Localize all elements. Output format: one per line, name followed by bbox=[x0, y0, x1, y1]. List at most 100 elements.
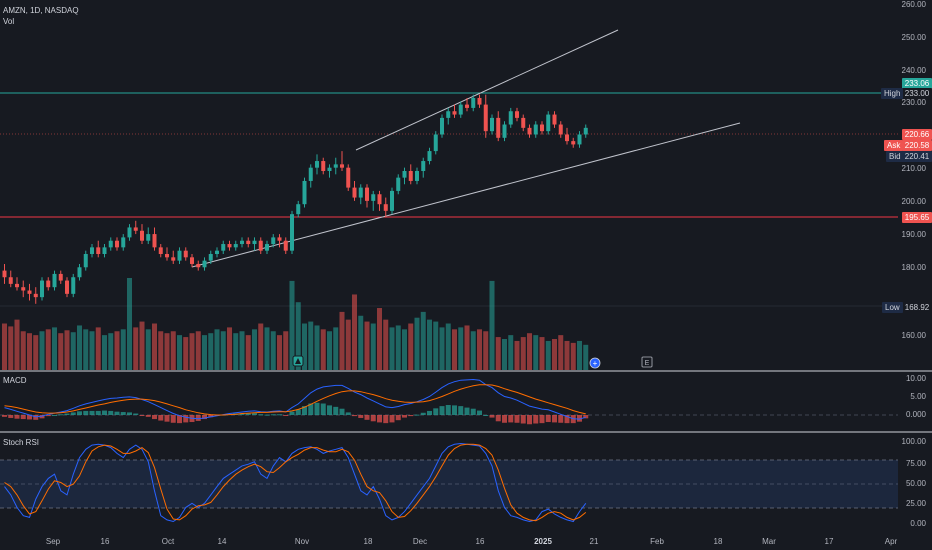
volume-bar bbox=[227, 327, 232, 370]
candle-body bbox=[552, 114, 557, 125]
macd-histogram-bar bbox=[495, 415, 501, 422]
volume-bar bbox=[502, 339, 507, 370]
volume-bar bbox=[164, 333, 170, 370]
volume-bar bbox=[195, 331, 201, 370]
volume-bar bbox=[477, 329, 482, 370]
candle-body bbox=[415, 171, 419, 181]
candle-body bbox=[508, 111, 513, 125]
candle-body bbox=[8, 277, 13, 284]
candle-body bbox=[140, 230, 144, 241]
volume-bar bbox=[358, 315, 364, 370]
macd-histogram-bar bbox=[195, 415, 201, 421]
macd-histogram-bar bbox=[89, 410, 95, 415]
macd-histogram-bar bbox=[395, 415, 401, 421]
volume-bar bbox=[270, 331, 276, 370]
time-tick: 21 bbox=[589, 537, 599, 546]
volume-bar bbox=[320, 329, 326, 370]
earnings-marker[interactable]: E bbox=[641, 356, 653, 368]
volume-bar bbox=[39, 331, 45, 370]
volume-bar bbox=[408, 323, 414, 370]
macd-histogram-bar bbox=[339, 408, 345, 415]
price-tick: 210.00 bbox=[901, 164, 926, 173]
candle-body bbox=[402, 171, 407, 178]
time-tick: 16 bbox=[100, 537, 110, 546]
volume-bar bbox=[495, 337, 501, 370]
volume-bar bbox=[414, 317, 420, 370]
stoch-title[interactable]: Stoch RSI bbox=[3, 438, 40, 447]
candle-body bbox=[502, 124, 507, 138]
candle-body bbox=[440, 117, 444, 135]
candle-body bbox=[265, 244, 269, 251]
volume-bar bbox=[120, 329, 126, 370]
macd-histogram-bar bbox=[277, 414, 282, 416]
candle-body bbox=[202, 260, 207, 268]
volume-bar bbox=[245, 335, 251, 370]
macd-histogram-bar bbox=[489, 415, 495, 418]
candle-body bbox=[471, 97, 476, 108]
volume-bar bbox=[52, 327, 57, 370]
macd-histogram-bar bbox=[302, 406, 307, 415]
macd-histogram-bar bbox=[2, 415, 7, 417]
volume-bar bbox=[395, 325, 401, 370]
candle-body bbox=[490, 117, 494, 132]
volume-bar bbox=[470, 331, 476, 370]
candle-body bbox=[83, 254, 88, 268]
macd-histogram-bar bbox=[564, 415, 570, 424]
symbol-title[interactable]: AMZN, 1D, NASDAQ bbox=[3, 6, 79, 15]
macd-histogram-bar bbox=[27, 415, 32, 420]
candle-body bbox=[290, 214, 294, 251]
candle-body bbox=[533, 124, 538, 135]
macd-histogram-bar bbox=[52, 415, 57, 416]
event-marker[interactable] bbox=[292, 355, 304, 367]
macd-title[interactable]: MACD bbox=[3, 376, 27, 385]
candle-body bbox=[152, 234, 157, 248]
macd-histogram-bar bbox=[539, 415, 545, 424]
channel-upper-line[interactable] bbox=[355, 29, 619, 151]
candle-body bbox=[546, 114, 551, 132]
volume-bar bbox=[152, 323, 157, 370]
candle-body bbox=[327, 167, 332, 171]
volume-bar bbox=[508, 335, 514, 370]
macd-histogram-bar bbox=[389, 415, 395, 423]
volume-bar bbox=[283, 331, 289, 370]
volume-bar bbox=[439, 327, 445, 370]
candle-body bbox=[65, 280, 69, 294]
volume-bar bbox=[364, 321, 370, 370]
volume-bar bbox=[2, 323, 7, 370]
macd-histogram-bar bbox=[520, 415, 526, 424]
candle-body bbox=[346, 167, 351, 188]
macd-histogram-bar bbox=[452, 405, 457, 415]
volume-bar bbox=[514, 340, 520, 370]
time-tick: Sep bbox=[45, 537, 61, 546]
candle-body bbox=[465, 104, 469, 108]
channel-lower-line[interactable] bbox=[191, 122, 741, 268]
volume-bar bbox=[27, 333, 32, 370]
candle-body bbox=[446, 111, 451, 118]
candle-body bbox=[333, 164, 338, 168]
bid-label: Bid bbox=[886, 151, 904, 162]
volume-bar bbox=[458, 327, 464, 370]
volume-bar bbox=[483, 331, 489, 370]
add-marker[interactable]: + bbox=[589, 357, 601, 369]
volume-bar bbox=[389, 327, 395, 370]
macd-histogram-bar bbox=[95, 410, 101, 415]
macd-histogram-bar bbox=[289, 411, 295, 415]
volume-bar bbox=[233, 333, 239, 370]
candle-body bbox=[377, 194, 382, 205]
candle-body bbox=[46, 280, 51, 288]
macd-histogram-bar bbox=[133, 413, 139, 415]
candle-body bbox=[15, 283, 19, 288]
price-tick: 260.00 bbox=[901, 0, 926, 9]
volume-bar bbox=[145, 329, 151, 370]
macd-signal-line bbox=[4, 384, 586, 416]
volume-bar bbox=[445, 323, 451, 370]
volume-bar bbox=[583, 344, 589, 370]
low-label: Low bbox=[882, 302, 903, 313]
candle-body bbox=[40, 280, 44, 298]
macd-histogram-bar bbox=[577, 415, 582, 422]
low-price-value: 168.92 bbox=[902, 302, 932, 313]
volume-bar bbox=[552, 339, 557, 370]
candle-body bbox=[127, 227, 132, 238]
candle-body bbox=[565, 134, 569, 142]
